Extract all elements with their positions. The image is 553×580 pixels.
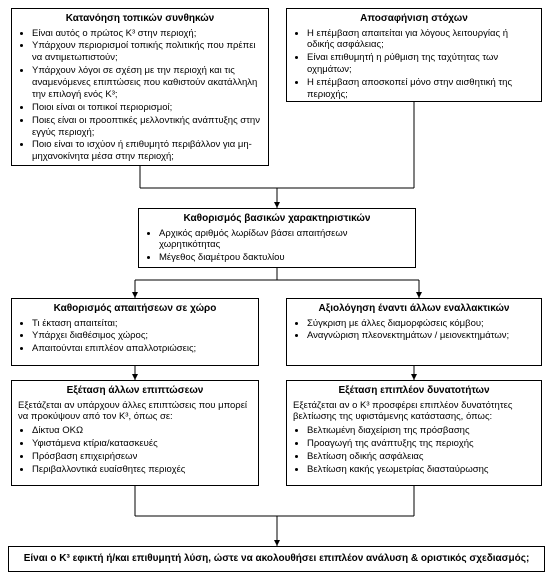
- list-item: Βελτιωμένη διαχείριση της πρόσβασης: [307, 425, 535, 437]
- box-title: Κατανόηση τοπικών συνθηκών: [18, 13, 262, 26]
- box-intro: Εξετάζεται αν ο Κ³ προσφέρει επιπλέον δυ…: [293, 400, 535, 424]
- list-item: Αρχικός αριθμός λωρίδων βάσει απαιτήσεων…: [159, 228, 409, 252]
- list-item: Υπάρχουν λόγοι σε σχέση με την περιοχή κ…: [32, 65, 262, 101]
- list-item: Τι έκταση απαιτείται;: [32, 318, 252, 330]
- list-item: Είναι επιθυμητή η ρύθμιση της ταχύτητας …: [307, 52, 535, 76]
- list-item: Ποιο είναι το ισχύον ή επιθυμητό περιβάλ…: [32, 139, 262, 163]
- list-item: Υφιστάμενα κτίρια/κατασκευές: [32, 438, 252, 450]
- list-item: Απαιτούνται επιπλέον απαλλοτριώσεις;: [32, 343, 252, 355]
- box-title: Καθορισμός απαιτήσεων σε χώρο: [18, 303, 252, 316]
- list-item: Πρόσβαση επιχειρήσεων: [32, 451, 252, 463]
- box-title: Εξέταση επιπλέον δυνατοτήτων: [293, 385, 535, 398]
- box-final-question: Είναι ο Κ³ εφικτή ή/και επιθυμητή λύση, …: [8, 546, 545, 572]
- box-basic-characteristics: Καθορισμός βασικών χαρακτηριστικών Αρχικ…: [138, 208, 416, 268]
- list-item: Υπάρχει διαθέσιμος χώρος;: [32, 330, 252, 342]
- box-list: Αρχικός αριθμός λωρίδων βάσει απαιτήσεων…: [145, 228, 409, 265]
- list-item: Βελτίωση οδικής ασφάλειας: [307, 451, 535, 463]
- list-item: Ποιες είναι οι προοπτικές μελλοντικής αν…: [32, 115, 262, 139]
- box-list: Δίκτυα ΟΚΩ Υφιστάμενα κτίρια/κατασκευές …: [18, 425, 252, 476]
- list-item: Βελτίωση κακής γεωμετρίας διασταύρωσης: [307, 464, 535, 476]
- box-list: Τι έκταση απαιτείται; Υπάρχει διαθέσιμος…: [18, 318, 252, 356]
- box-space-requirements: Καθορισμός απαιτήσεων σε χώρο Τι έκταση …: [11, 298, 259, 366]
- box-title: Εξέταση άλλων επιπτώσεων: [18, 385, 252, 398]
- box-list: Είναι αυτός ο πρώτος Κ³ στην περιοχή; Υπ…: [18, 28, 262, 164]
- box-other-impacts: Εξέταση άλλων επιπτώσεων Εξετάζεται αν υ…: [11, 380, 259, 486]
- list-item: Προαγωγή της ανάπτυξης της περιοχής: [307, 438, 535, 450]
- box-title: Αποσαφήνιση στόχων: [293, 13, 535, 26]
- box-list: Βελτιωμένη διαχείριση της πρόσβασης Προα…: [293, 425, 535, 476]
- list-item: Δίκτυα ΟΚΩ: [32, 425, 252, 437]
- list-item: Η επέμβαση αποσκοπεί μόνο στην αισθητική…: [307, 77, 535, 101]
- box-alternatives: Αξιολόγηση έναντι άλλων εναλλακτικών Σύγ…: [286, 298, 542, 366]
- box-list: Σύγκριση με άλλες διαμορφώσεις κόμβου; Α…: [293, 318, 535, 343]
- box-local-conditions: Κατανόηση τοπικών συνθηκών Είναι αυτός ο…: [11, 8, 269, 166]
- flowchart: Κατανόηση τοπικών συνθηκών Είναι αυτός ο…: [8, 8, 545, 572]
- list-item: Ποιοι είναι οι τοπικοί περιορισμοί;: [32, 102, 262, 114]
- final-text: Είναι ο Κ³ εφικτή ή/και επιθυμητή λύση, …: [24, 553, 530, 564]
- box-list: Η επέμβαση απαιτείται για λόγους λειτουρ…: [293, 28, 535, 101]
- list-item: Υπάρχουν περιορισμοί τοπικής πολιτικής π…: [32, 40, 262, 64]
- list-item: Μέγεθος διαμέτρου δακτυλίου: [159, 252, 409, 264]
- box-extra-capabilities: Εξέταση επιπλέον δυνατοτήτων Εξετάζεται …: [286, 380, 542, 486]
- box-title: Καθορισμός βασικών χαρακτηριστικών: [145, 213, 409, 226]
- box-intro: Εξετάζεται αν υπάρχουν άλλες επιπτώσεις …: [18, 400, 252, 424]
- list-item: Αναγνώριση πλεονεκτημάτων / μειονεκτημάτ…: [307, 330, 535, 342]
- box-goals: Αποσαφήνιση στόχων Η επέμβαση απαιτείται…: [286, 8, 542, 102]
- box-title: Αξιολόγηση έναντι άλλων εναλλακτικών: [293, 303, 535, 316]
- list-item: Περιβαλλοντικά ευαίσθητες περιοχές: [32, 464, 252, 476]
- list-item: Είναι αυτός ο πρώτος Κ³ στην περιοχή;: [32, 28, 262, 40]
- list-item: Η επέμβαση απαιτείται για λόγους λειτουρ…: [307, 28, 535, 52]
- list-item: Σύγκριση με άλλες διαμορφώσεις κόμβου;: [307, 318, 535, 330]
